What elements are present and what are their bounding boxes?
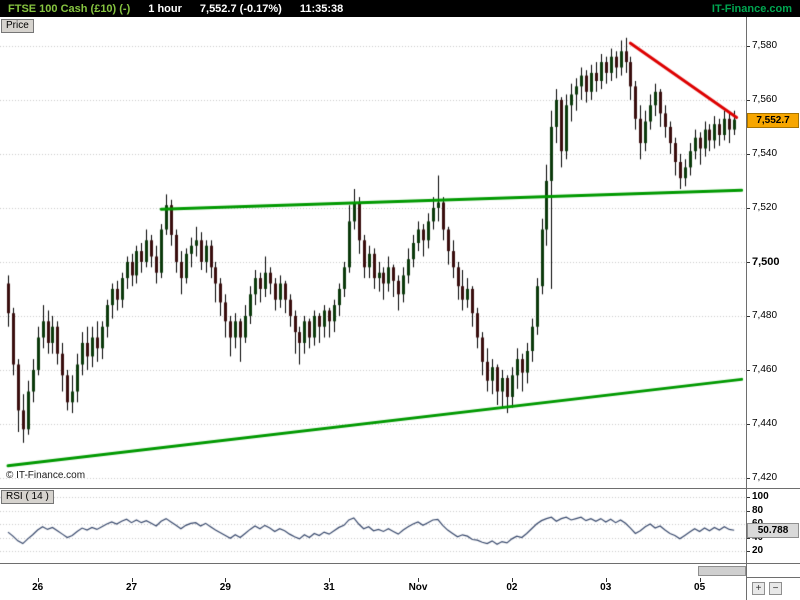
time-axis-label: 03 [600,582,612,593]
axis-tick [225,578,226,582]
rsi-chart-canvas[interactable] [0,489,746,563]
watermark: © IT-Finance.com [6,470,86,481]
price-axis-label: 7,460 [752,363,778,375]
tab-price[interactable]: Price [1,19,34,33]
symbol-name: FTSE 100 Cash (£10) (-) [8,2,131,15]
time-axis-label: 02 [506,582,518,593]
price-axis-label: 7,420 [752,471,778,483]
price-axis-label: 7,500 [752,255,780,268]
axis-tick [132,578,133,582]
time-axis-label: 27 [125,582,138,593]
price-axis: 7,580 7,560 7,540 7,520 7,500 7,480 7,460 7,440… [746,0,800,600]
time-axis-label: Nov [408,582,428,593]
header-bar: FTSE 100 Cash (£10) (-) 1 hour 7,552.7 (… [0,0,800,17]
change-percent: (-0.17%) [239,2,282,15]
axis-divider-vertical [746,17,747,600]
timeframe-label: 1 hour [148,2,182,15]
zoom-out-button[interactable]: − [769,582,782,595]
axis-tick [418,578,419,582]
price-axis-label: 7,560 [752,93,778,105]
price-axis-label: 7,440 [752,417,778,429]
h-scrollbar-thumb[interactable] [698,566,746,576]
price-chart-canvas[interactable] [0,17,746,489]
axis-tick [700,578,701,582]
price-axis-label: 7,520 [752,201,778,213]
time-axis: 26 27 29 31 Nov 02 03 05 [0,577,746,600]
time-axis-label: 29 [219,582,231,593]
axis-tick [512,578,513,582]
rsi-axis: 10080604020 [746,0,800,600]
h-scrollbar[interactable] [0,564,746,577]
zoom-in-button[interactable]: + [752,582,765,595]
rsi-axis-label: 100 [752,491,769,503]
price-axis-label: 7,580 [752,39,778,51]
time-axis-label: 26 [32,582,44,593]
panel-divider [0,563,800,564]
tab-rsi[interactable]: RSI ( 14 ) [1,490,54,504]
last-price-badge: 7,552.7 [747,113,799,128]
brand-label: IT-Finance.com [711,2,792,15]
last-price-text: 7,552.7 (-0.17%) [200,3,282,15]
clock: 11:35:38 [299,2,344,15]
time-axis-label: 05 [694,582,706,593]
axis-tick [606,578,607,582]
axis-tick [329,578,330,582]
rsi-axis-label: 80 [752,504,764,516]
axis-tick [38,578,39,582]
price-axis-label: 7,480 [752,309,778,321]
last-price-value: 7,552.7 [199,2,237,15]
rsi-axis-label: 20 [752,544,764,556]
price-axis-label: 7,540 [752,147,778,159]
panel-divider [0,488,800,489]
time-axis-label: 31 [323,582,335,593]
rsi-value-badge: 50.788 [747,523,799,538]
